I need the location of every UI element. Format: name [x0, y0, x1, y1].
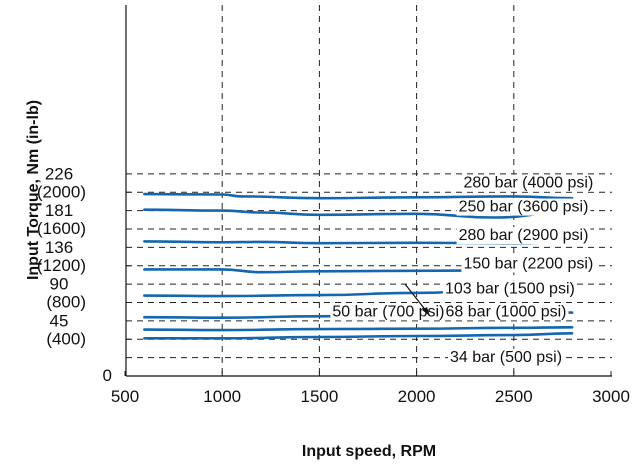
y-tick-label: 90 — [50, 275, 69, 294]
y-tick-label: 0 — [103, 366, 112, 385]
series-label-6: 50 bar (700 psi) — [332, 303, 444, 320]
x-tick-label: 2500 — [495, 387, 533, 406]
tick-labels: 500 1000 1500 2000 2500 3000 0 45(400) 90(800) 13… — [37, 164, 630, 406]
x-tick-label: 1000 — [203, 387, 241, 406]
series-label-0: 280 bar (4000 psi) — [463, 175, 593, 192]
series-line-7 — [143, 332, 574, 340]
series-label-3: 150 bar (2200 psi) — [463, 256, 593, 273]
series-label-background — [461, 255, 596, 273]
series-label-4: 103 bar (1500 psi) — [445, 280, 575, 297]
x-axis-title: Input speed, RPM — [302, 443, 436, 460]
x-tick-label: 2000 — [398, 387, 436, 406]
y-tick-label: 181 — [45, 201, 73, 220]
series-label-2: 280 bar (2900 psi) — [459, 227, 589, 244]
series-line-6 — [143, 326, 574, 332]
series-label-1: 250 bar (3600 psi) — [459, 199, 589, 216]
axes — [125, 5, 612, 377]
series-label-background — [443, 303, 569, 321]
y-tick-sublabel: (2000) — [37, 182, 86, 201]
series-label-background — [461, 174, 596, 192]
y-tick-sublabel: (400) — [46, 329, 86, 348]
series-label-7: 34 bar (500 psi) — [450, 349, 562, 366]
series-labels: 280 bar (4000 psi) 250 bar (3600 psi) 280 … — [330, 174, 596, 366]
series-label-background — [442, 280, 577, 298]
y-tick-label: 226 — [45, 164, 73, 183]
series-line-1 — [143, 208, 574, 219]
y-tick-label: 45 — [50, 311, 69, 330]
x-tick-label: 1500 — [300, 387, 338, 406]
series-line-0 — [143, 192, 574, 200]
y-tick-sublabel: (800) — [46, 293, 86, 312]
label-pointer-arrow — [404, 283, 428, 313]
series-label-5: 68 bar (1000 psi) — [446, 303, 567, 320]
series-label-background — [330, 303, 447, 321]
series-label-background — [456, 198, 591, 216]
y-tick-label: 136 — [45, 238, 73, 257]
x-tick-label: 500 — [111, 387, 139, 406]
x-tick-label: 3000 — [592, 387, 630, 406]
y-tick-sublabel: (1200) — [37, 256, 86, 275]
y-tick-sublabel: (1600) — [37, 219, 86, 238]
label-pointer-arrowhead — [422, 307, 430, 316]
series-label-background — [456, 227, 591, 245]
y-axis-title: Input Torque, Nm (in-lb) — [25, 100, 42, 280]
series-label-background — [447, 348, 565, 366]
